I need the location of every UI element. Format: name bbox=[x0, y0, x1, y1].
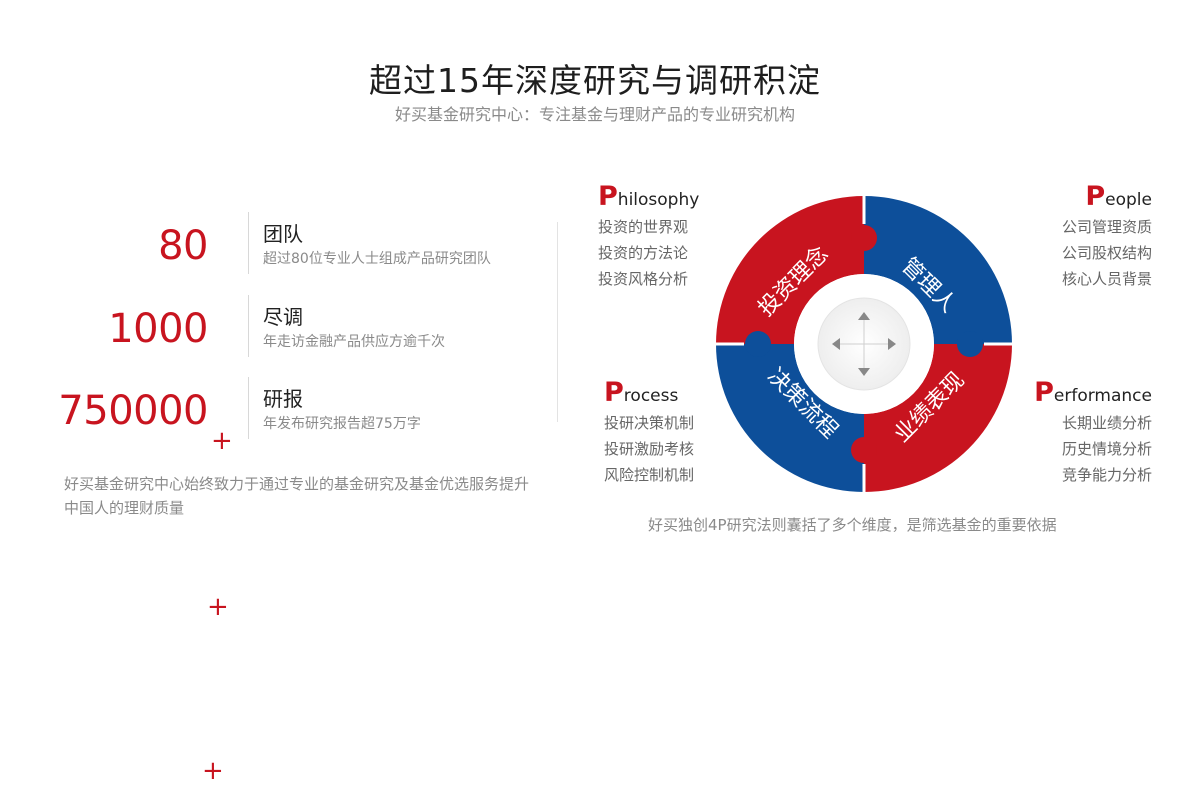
stat-desc: 年走访金融产品供应方逾千次 bbox=[263, 334, 445, 350]
intro-paragraph: 好买基金研究中心始终致力于通过专业的基金研究及基金优选服务提升中国人的理财质量 bbox=[64, 475, 530, 517]
list-item: 长期业绩分析 bbox=[1061, 414, 1152, 432]
list-item: 投资风格分析 bbox=[598, 270, 689, 288]
stat-label: 研报 bbox=[263, 387, 303, 411]
list-item: 公司管理资质 bbox=[1061, 218, 1152, 236]
page-subtitle: 好买基金研究中心：专注基金与理财产品的专业研究机构 bbox=[394, 105, 795, 124]
list-item: 公司股权结构 bbox=[1061, 244, 1152, 262]
people-heading: People bbox=[1085, 181, 1152, 212]
list-item: 投研决策机制 bbox=[604, 414, 695, 432]
wheel-segment-performance bbox=[864, 344, 1012, 492]
4p-wheel-diagram: 投资理念 管理人 业绩表现 决策流程 bbox=[716, 196, 1012, 492]
philosophy-heading: Philosophy bbox=[598, 181, 700, 212]
list-item: 风险控制机制 bbox=[604, 466, 695, 484]
plus-sign: + bbox=[207, 592, 229, 622]
stat-team: 80 + 团队 超过80位专业人士组成产品研究团队 bbox=[0, 212, 560, 454]
stat-divider bbox=[248, 212, 249, 274]
stat-number: 750000 bbox=[58, 388, 208, 434]
stat-desc: 超过80位专业人士组成产品研究团队 bbox=[263, 251, 491, 267]
stat-divider bbox=[248, 295, 249, 357]
stat-divider bbox=[248, 377, 249, 439]
plus-sign: + bbox=[211, 426, 233, 456]
list-item: 竞争能力分析 bbox=[1061, 466, 1152, 484]
stat-survey: 1000 + 尽调 年走访金融产品供应方逾千次 bbox=[0, 295, 560, 620]
wheel-segment-people bbox=[864, 196, 1012, 344]
stat-label: 尽调 bbox=[263, 305, 303, 329]
page-title: 超过15年深度研究与调研积淀 bbox=[369, 61, 821, 100]
stat-desc: 年发布研究报告超75万字 bbox=[263, 416, 421, 432]
stat-number: 1000 bbox=[108, 306, 208, 352]
stat-number: 80 bbox=[158, 223, 208, 269]
list-item: 历史情境分析 bbox=[1061, 440, 1152, 458]
performance-heading: Performance bbox=[1034, 377, 1152, 408]
list-item: 投资的世界观 bbox=[598, 218, 689, 236]
wheel-segment-process bbox=[716, 344, 864, 492]
four-way-arrows-icon bbox=[817, 297, 911, 391]
stat-reports: 750000 + 研报 年发布研究报告超75万字 bbox=[0, 377, 560, 784]
people-block: People 公司管理资质 公司股权结构 核心人员背景 bbox=[1030, 181, 1152, 292]
list-item: 投研激励考核 bbox=[604, 440, 695, 458]
stat-label: 团队 bbox=[263, 222, 303, 246]
philosophy-block: Philosophy 投资的世界观 投资的方法论 投资风格分析 bbox=[598, 181, 700, 292]
performance-block: Performance 长期业绩分析 历史情境分析 竞争能力分析 bbox=[1000, 377, 1152, 488]
section-divider bbox=[557, 222, 558, 422]
footnote: 好买独创4P研究法则囊括了多个维度，是筛选基金的重要依据 bbox=[648, 516, 1057, 534]
list-item: 投资的方法论 bbox=[598, 244, 689, 262]
list-item: 核心人员背景 bbox=[1061, 270, 1152, 288]
process-heading: Process bbox=[604, 377, 679, 408]
process-block: Process 投研决策机制 投研激励考核 风险控制机制 bbox=[604, 377, 695, 488]
wheel-segment-philosophy bbox=[716, 196, 864, 344]
plus-sign: + bbox=[202, 756, 224, 786]
